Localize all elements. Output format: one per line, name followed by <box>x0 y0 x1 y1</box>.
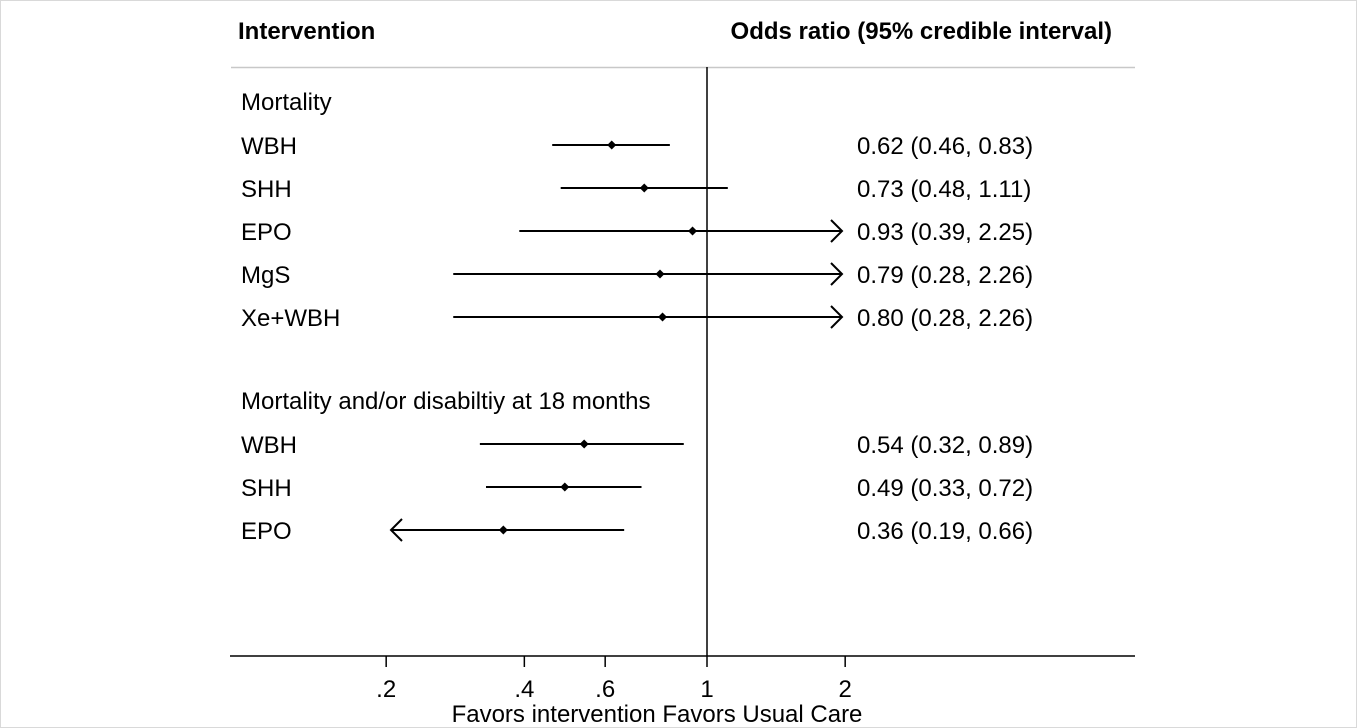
point-estimate <box>607 140 617 150</box>
header-odds-ratio: Odds ratio (95% credible interval) <box>731 18 1112 45</box>
forest-rows: Mortality WBH 0.62 (0.46, 0.83) SHH 0.73 (0.… <box>241 89 1033 545</box>
row-value: 0.36 (0.19, 0.66) <box>857 518 1033 545</box>
row-label: SHH <box>241 475 292 502</box>
x-tick-label: .2 <box>376 676 396 703</box>
row-label: SHH <box>241 176 292 203</box>
header-intervention: Intervention <box>238 18 375 45</box>
group-title: Mortality and/or disabiltiy at 18 months <box>241 388 651 415</box>
point-estimate <box>658 312 668 322</box>
point-estimate <box>498 525 508 535</box>
row-label: WBH <box>241 133 297 160</box>
row-value: 0.49 (0.33, 0.72) <box>857 475 1033 502</box>
row-label: Xe+WBH <box>241 305 340 332</box>
x-tick-label: 2 <box>838 676 851 703</box>
row-label: WBH <box>241 432 297 459</box>
row-value: 0.73 (0.48, 1.11) <box>857 176 1031 203</box>
ci-arrow-left <box>389 518 403 542</box>
point-estimate <box>688 226 698 236</box>
row-value: 0.80 (0.28, 2.26) <box>857 305 1033 332</box>
row-label: EPO <box>241 518 292 545</box>
row-value: 0.79 (0.28, 2.26) <box>857 262 1033 289</box>
row-value: 0.54 (0.32, 0.89) <box>857 432 1033 459</box>
ci-arrow-right <box>830 219 844 243</box>
x-axis-ticks: .2 .4 .6 1 2 <box>376 656 852 703</box>
ci-arrow-right <box>830 262 844 286</box>
group-title: Mortality <box>241 89 332 116</box>
point-estimate <box>579 439 589 449</box>
row-label: MgS <box>241 262 290 289</box>
point-estimate <box>655 269 665 279</box>
x-axis-title: Favors intervention Favors Usual Care <box>452 701 863 728</box>
x-tick-label: 1 <box>700 676 713 703</box>
ci-arrow-right <box>830 305 844 329</box>
row-value: 0.93 (0.39, 2.25) <box>857 219 1033 246</box>
x-tick-label: .6 <box>595 676 615 703</box>
row-label: EPO <box>241 219 292 246</box>
row-value: 0.62 (0.46, 0.83) <box>857 133 1033 160</box>
x-tick-label: .4 <box>514 676 534 703</box>
point-estimate <box>639 183 649 193</box>
point-estimate <box>560 482 570 492</box>
